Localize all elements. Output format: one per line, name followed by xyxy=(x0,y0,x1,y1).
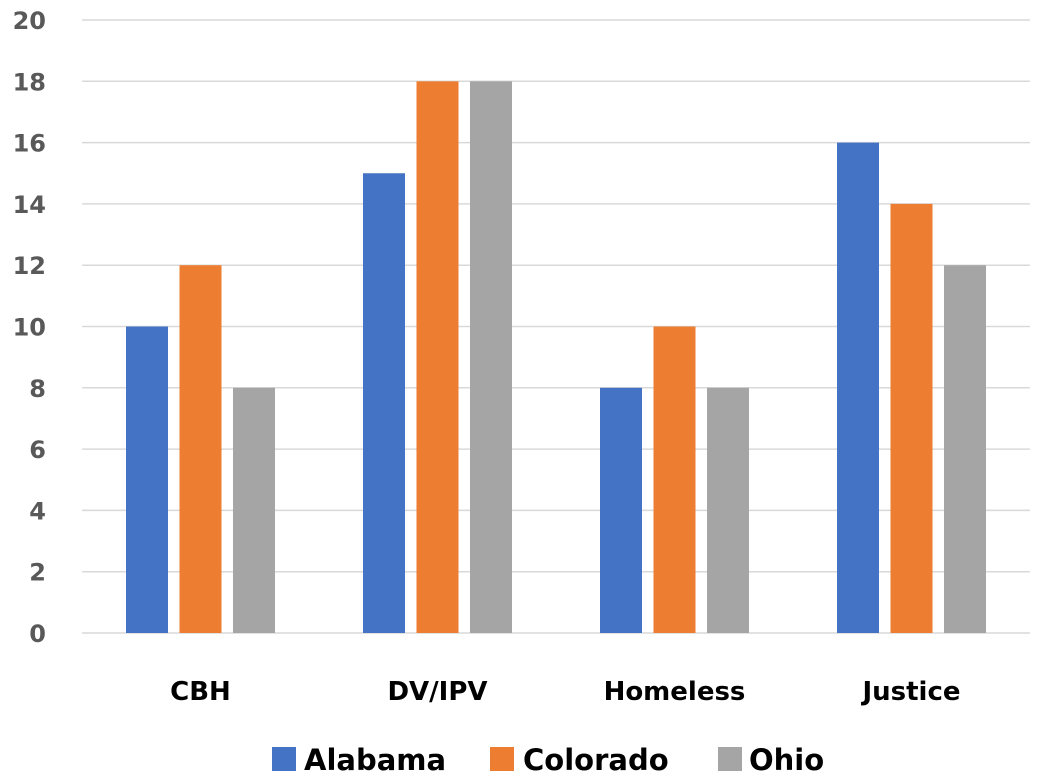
legend-swatch-ohio xyxy=(718,747,742,771)
bar-colorado-dv-ipv xyxy=(416,81,459,634)
y-tick-label: 18 xyxy=(13,68,46,96)
y-tick-label: 6 xyxy=(29,436,46,464)
y-tick-label: 14 xyxy=(13,191,46,219)
gridlines xyxy=(82,19,1030,634)
legend-label-alabama: Alabama xyxy=(304,743,446,777)
bar-colorado-homeless xyxy=(653,326,696,633)
y-tick-label: 8 xyxy=(29,375,46,403)
legend: Alabama Colorado Ohio xyxy=(272,743,824,777)
y-tick-label: 10 xyxy=(13,314,46,342)
legend-swatch-alabama xyxy=(272,747,296,771)
legend-label-ohio: Ohio xyxy=(749,743,824,777)
x-category-label: CBH xyxy=(170,677,231,707)
y-tick-label: 0 xyxy=(29,620,46,648)
bar-colorado-cbh xyxy=(179,265,222,633)
bar-ohio-dv-ipv xyxy=(470,81,512,634)
x-category-label: Homeless xyxy=(604,677,746,707)
y-tick-label: 16 xyxy=(13,130,46,158)
bars xyxy=(126,81,986,634)
y-tick-label: 20 xyxy=(13,7,46,35)
bar-colorado-justice xyxy=(890,203,933,633)
legend-label-colorado: Colorado xyxy=(523,743,669,777)
bar-alabama-justice xyxy=(837,142,879,633)
y-tick-label: 12 xyxy=(13,252,46,280)
bar-ohio-cbh xyxy=(233,387,275,633)
y-tick-label: 4 xyxy=(29,497,46,525)
bar-ohio-homeless xyxy=(707,387,749,633)
x-category-label: DV/IPV xyxy=(387,677,487,707)
bar-alabama-cbh xyxy=(126,326,168,633)
bar-alabama-dv-ipv xyxy=(363,173,405,633)
x-category-label: Justice xyxy=(860,677,960,707)
bar-ohio-justice xyxy=(944,265,986,633)
legend-swatch-colorado xyxy=(490,747,514,771)
y-tick-label: 2 xyxy=(29,559,46,587)
y-axis-ticks: 0 2 4 6 8 10 12 14 16 18 20 xyxy=(13,7,46,648)
x-axis-categories: CBH DV/IPV Homeless Justice xyxy=(170,677,960,707)
bar-alabama-homeless xyxy=(600,387,642,633)
